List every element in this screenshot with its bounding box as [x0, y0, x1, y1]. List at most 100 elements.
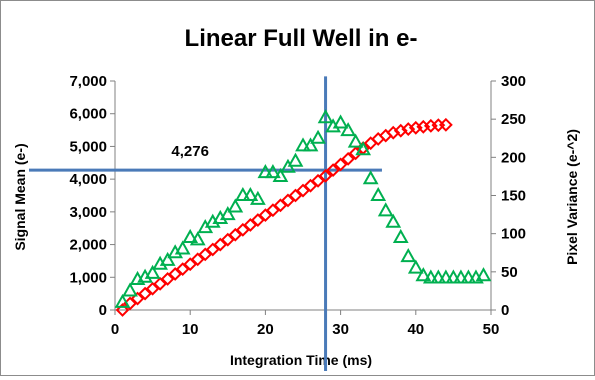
- signal-mean-point: [115, 303, 130, 317]
- plot-layer: 0 10 20 30 40 5001,0002,0003,0004,0005,0006,0…: [29, 73, 526, 371]
- pixel-variance-point: [242, 186, 259, 202]
- pixel-variance-point: [347, 133, 364, 148]
- signal-mean-point: [205, 242, 220, 257]
- signal-mean-point: [250, 213, 265, 227]
- pixel-variance-point: [370, 186, 387, 202]
- pixel-variance-point: [234, 186, 251, 202]
- pixel-variance-point: [219, 206, 236, 221]
- pixel-variance-point: [174, 240, 191, 255]
- annotation-label: 4,276: [171, 143, 209, 160]
- y2-tick-label: 0: [501, 302, 509, 319]
- signal-mean-point: [175, 262, 190, 277]
- signal-mean-point: [438, 117, 453, 132]
- y-axis-title: Signal Mean (e-): [12, 143, 28, 250]
- pixel-variance-point: [182, 228, 199, 244]
- signal-mean-point: [393, 123, 408, 138]
- signal-mean-point: [303, 178, 318, 193]
- pixel-variance-point: [159, 251, 176, 266]
- pixel-variance-point: [385, 213, 402, 228]
- signal-mean-point: [153, 276, 168, 291]
- y-tick-label: 5,000: [69, 138, 107, 155]
- x-axis-title: Integration Time (ms): [230, 352, 372, 368]
- signal-mean-point: [288, 188, 303, 203]
- pixel-variance-point: [144, 264, 161, 279]
- signal-mean-point: [183, 257, 198, 272]
- pixel-variance-point: [122, 282, 138, 297]
- pixel-variance-point: [415, 267, 432, 282]
- x-tick-label: 40: [407, 321, 424, 338]
- pixel-variance-point: [422, 269, 439, 284]
- y-tick-label: 3,000: [69, 204, 107, 221]
- pixel-variance-point: [189, 231, 206, 246]
- signal-mean-point: [198, 247, 213, 262]
- pixel-variance-point: [310, 129, 326, 144]
- y2-tick-label: 200: [501, 149, 526, 166]
- signal-mean-point: [190, 252, 205, 267]
- signal-mean-point: [220, 232, 235, 247]
- pixel-variance-point: [362, 170, 379, 185]
- signal-mean-point: [168, 267, 183, 281]
- pixel-variance-point: [445, 269, 462, 284]
- y2-axis-title: Pixel Variance (e-^2): [564, 129, 580, 265]
- pixel-variance-point: [250, 190, 266, 205]
- pixel-variance-point: [438, 269, 454, 284]
- pixel-variance-point: [272, 167, 289, 182]
- pixel-variance-point: [392, 228, 409, 244]
- x-tick-label: 0: [111, 321, 119, 338]
- y-tick-label: 1,000: [69, 269, 107, 286]
- pixel-variance-point: [377, 202, 394, 217]
- signal-mean-point: [258, 208, 273, 223]
- signal-mean-point: [145, 281, 160, 296]
- signal-mean-point: [296, 183, 310, 198]
- signal-mean-point: [243, 218, 258, 232]
- signal-mean-point: [281, 193, 295, 208]
- signal-mean-point: [130, 291, 145, 306]
- pixel-variance-point: [302, 137, 319, 152]
- signal-mean-point: [318, 168, 333, 183]
- pixel-variance-point: [295, 137, 311, 152]
- pixel-variance-point: [287, 152, 304, 167]
- pixel-variance-point: [430, 269, 447, 284]
- signal-mean-point: [341, 151, 356, 166]
- x-tick-label: 30: [332, 321, 349, 338]
- y2-tick-label: 100: [501, 226, 526, 243]
- pixel-variance-point: [355, 141, 372, 156]
- signal-mean-point: [333, 157, 348, 172]
- signal-mean-point: [266, 203, 280, 218]
- y2-tick-label: 250: [501, 111, 526, 128]
- pixel-variance-point: [114, 293, 131, 308]
- signal-mean-point: [311, 173, 325, 188]
- signal-mean-point: [138, 286, 152, 301]
- signal-mean-point: [235, 222, 250, 237]
- pixel-variance-point: [460, 269, 477, 284]
- signal-mean-point: [213, 237, 228, 252]
- signal-mean-point: [386, 125, 401, 140]
- x-tick-label: 10: [182, 321, 199, 338]
- y2-tick-label: 300: [501, 73, 526, 90]
- pixel-variance-point: [265, 164, 281, 179]
- pixel-variance-point: [227, 198, 244, 213]
- y2-tick-label: 150: [501, 188, 526, 205]
- y-tick-label: 0: [99, 302, 107, 319]
- pixel-variance-point: [400, 248, 417, 263]
- pixel-variance-point: [257, 164, 274, 179]
- pixel-variance-point: [317, 109, 334, 124]
- y-tick-label: 2,000: [69, 237, 107, 254]
- pixel-variance-point: [407, 259, 424, 274]
- y-tick-label: 4,000: [69, 171, 107, 188]
- signal-mean-point: [273, 198, 288, 213]
- pixel-variance-point: [332, 114, 349, 129]
- x-tick-label: 20: [257, 321, 274, 338]
- chart-title: Linear Full Well in e-: [185, 25, 418, 52]
- y2-tick-label: 50: [501, 264, 518, 281]
- signal-mean-point: [326, 163, 340, 178]
- x-tick-label: 50: [483, 321, 500, 338]
- pixel-variance-point: [475, 267, 492, 282]
- y-tick-label: 7,000: [69, 73, 107, 90]
- y-tick-label: 6,000: [69, 106, 107, 123]
- signal-mean-point: [160, 272, 175, 286]
- pixel-variance-point: [453, 269, 469, 284]
- pixel-variance-point: [340, 122, 356, 137]
